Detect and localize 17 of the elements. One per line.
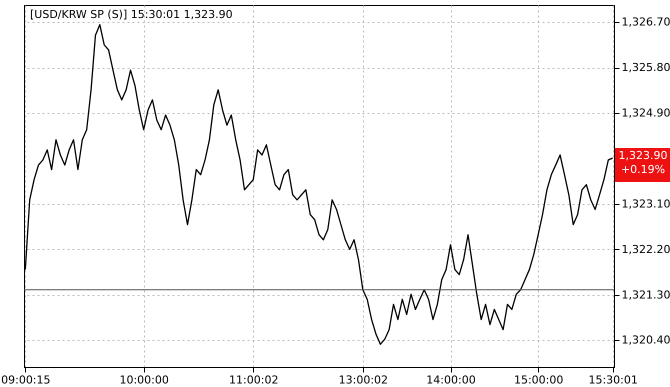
- y-tick-label: 1,325.80: [622, 61, 670, 74]
- y-tick-label: 1,320.40: [622, 334, 670, 347]
- x-tick-label: 13:00:02: [338, 374, 388, 386]
- y-tick-label: 1,321.30: [622, 288, 670, 302]
- x-tick-label: 14:00:00: [426, 374, 476, 386]
- x-tick-label: 15:30:01: [588, 374, 638, 386]
- x-tick-label: 15:00:00: [514, 374, 564, 386]
- text: +0.19%: [620, 162, 666, 176]
- chart-title: [USD/KRW SP (S)] 15:30:01 1,323.90: [30, 8, 233, 21]
- text: 1,323.90: [618, 148, 668, 162]
- y-tick-label: 1,322.20: [622, 242, 670, 256]
- x-tick-label: 09:00:15: [1, 374, 51, 386]
- y-tick-label: 1,326.70: [622, 16, 670, 29]
- x-tick-label: 11:00:02: [229, 374, 278, 386]
- x-tick-label: 10:00:00: [119, 374, 169, 386]
- y-tick-label: 1,324.90: [622, 106, 670, 120]
- y-tick-label: 1,323.10: [622, 197, 670, 210]
